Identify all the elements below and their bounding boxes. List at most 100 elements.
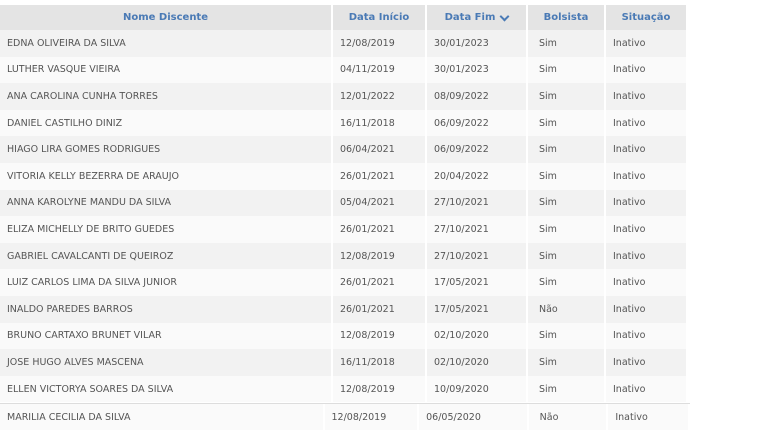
cell-data-fim: 30/01/2023 bbox=[427, 30, 528, 57]
cell-bolsista: Sim bbox=[528, 136, 606, 163]
header-label: Data Início bbox=[348, 12, 410, 23]
cell-nome: JOSE HUGO ALVES MASCENA bbox=[0, 349, 333, 376]
col-nome-discente[interactable]: Nome Discente bbox=[0, 5, 333, 30]
cell-text: Inativo bbox=[613, 330, 646, 342]
cell-nome: ELLEN VICTORYA SOARES DA SILVA bbox=[0, 375, 333, 403]
cell-text: 26/01/2021 bbox=[340, 223, 395, 235]
cell-text: ELLEN VICTORYA SOARES DA SILVA bbox=[7, 383, 174, 395]
cell-text: 30/01/2023 bbox=[434, 64, 489, 76]
cell-text: 12/01/2022 bbox=[340, 90, 395, 102]
cell-data-fim: 06/09/2022 bbox=[427, 109, 528, 137]
cell-text: HIAGO LIRA GOMES RODRIGUES bbox=[7, 144, 161, 156]
cell-situacao: Inativo bbox=[606, 136, 688, 163]
cell-text: 12/08/2019 bbox=[340, 383, 395, 395]
cell-situacao: Inativo bbox=[606, 375, 688, 403]
col-situacao[interactable]: Situação bbox=[606, 5, 688, 30]
cell-text: Sim bbox=[539, 117, 557, 129]
cell-bolsista: Sim bbox=[528, 216, 606, 243]
cell-data-fim: 30/01/2023 bbox=[427, 56, 528, 84]
cell-data-fim: 17/05/2021 bbox=[427, 269, 528, 296]
table-row: INALDO PAREDES BARROS 26/01/2021 17/05/202… bbox=[0, 295, 688, 323]
cell-text: Inativo bbox=[613, 277, 646, 289]
cell-text: 06/04/2021 bbox=[340, 144, 395, 156]
cell-text: 04/11/2019 bbox=[340, 64, 395, 76]
table-row: VITORIA KELLY BEZERRA DE ARAUJO 26/01/202… bbox=[0, 162, 688, 190]
cell-bolsista: Sim bbox=[528, 162, 606, 190]
cell-text: JOSE HUGO ALVES MASCENA bbox=[7, 356, 144, 368]
cell-nome: ANNA KAROLYNE MANDU DA SILVA bbox=[0, 189, 333, 217]
cell-data-inicio: 12/08/2019 bbox=[333, 242, 427, 270]
cell-text: 06/09/2022 bbox=[434, 144, 489, 156]
cell-text: 08/09/2022 bbox=[434, 90, 489, 102]
cell-bolsista: Não bbox=[528, 295, 606, 323]
cell-situacao: Inativo bbox=[606, 189, 688, 217]
cell-text: Inativo bbox=[613, 64, 646, 76]
cell-text: Sim bbox=[539, 144, 557, 156]
cell-text: 16/11/2018 bbox=[340, 117, 395, 129]
cell-text: 27/10/2021 bbox=[434, 250, 489, 262]
cell-text: LUIZ CARLOS LIMA DA SILVA JUNIOR bbox=[7, 277, 178, 289]
cell-text: Não bbox=[539, 303, 558, 315]
cell-data-inicio: 16/11/2018 bbox=[333, 349, 427, 376]
cell-text: 05/04/2021 bbox=[340, 197, 395, 209]
cell-text: ELIZA MICHELLY DE BRITO GUEDES bbox=[7, 223, 175, 235]
cell-bolsista: Sim bbox=[528, 189, 606, 217]
cell-nome: GABRIEL CAVALCANTI DE QUEIROZ bbox=[0, 242, 333, 270]
col-data-inicio[interactable]: Data Início bbox=[333, 5, 427, 30]
cell-bolsista: Sim bbox=[528, 83, 606, 110]
cell-text: Sim bbox=[539, 356, 557, 368]
cell-text: Sim bbox=[539, 250, 557, 262]
cell-text: 27/10/2021 bbox=[434, 223, 489, 235]
cell-situacao: Inativo bbox=[606, 216, 688, 243]
header-label: Nome Discente bbox=[123, 12, 208, 23]
table-row: ANA CAROLINA CUNHA TORRES 12/01/2022 08/09… bbox=[0, 83, 688, 110]
cell-text: Inativo bbox=[613, 223, 646, 235]
cell-text: Sim bbox=[539, 223, 557, 235]
cell-text: 20/04/2022 bbox=[434, 170, 489, 182]
cell-text: ANA CAROLINA CUNHA TORRES bbox=[7, 90, 158, 102]
cell-bolsista: Sim bbox=[528, 375, 606, 403]
cell-situacao: Inativo bbox=[606, 322, 688, 350]
cell-bolsista: Sim bbox=[528, 242, 606, 270]
cell-text: LUTHER VASQUE VIEIRA bbox=[7, 64, 121, 76]
cell-bolsista: Sim bbox=[528, 269, 606, 296]
cell-nome: MARILIA CECILIA DA SILVA bbox=[0, 404, 325, 430]
cell-situacao: Inativo bbox=[606, 269, 688, 296]
cell-text: EDNA OLIVEIRA DA SILVA bbox=[7, 37, 126, 49]
table-row: MARILIA CECILIA DA SILVA 12/08/2019 06/05/… bbox=[0, 403, 690, 430]
cell-text: 06/09/2022 bbox=[434, 117, 489, 129]
cell-data-inicio: 05/04/2021 bbox=[333, 189, 427, 217]
table-row: ANNA KAROLYNE MANDU DA SILVA 05/04/2021 27… bbox=[0, 189, 688, 217]
table-row: DANIEL CASTILHO DINIZ 16/11/2018 06/09/202… bbox=[0, 109, 688, 137]
cell-text: 02/10/2020 bbox=[434, 330, 489, 342]
table-row: HIAGO LIRA GOMES RODRIGUES 06/04/2021 06/0… bbox=[0, 136, 688, 163]
cell-data-inicio: 12/08/2019 bbox=[325, 404, 420, 430]
cell-text: 27/10/2021 bbox=[434, 197, 489, 209]
cell-situacao: Inativo bbox=[606, 349, 688, 376]
cell-situacao: Inativo bbox=[606, 162, 688, 190]
cell-nome: INALDO PAREDES BARROS bbox=[0, 295, 333, 323]
cell-text: Sim bbox=[539, 170, 557, 182]
cell-data-inicio: 26/01/2021 bbox=[333, 162, 427, 190]
cell-data-inicio: 26/01/2021 bbox=[333, 269, 427, 296]
cell-nome: ELIZA MICHELLY DE BRITO GUEDES bbox=[0, 216, 333, 243]
col-bolsista[interactable]: Bolsista bbox=[528, 5, 606, 30]
cell-text: Inativo bbox=[615, 411, 648, 423]
cell-text: 16/11/2018 bbox=[340, 356, 395, 368]
cell-text: 26/01/2021 bbox=[340, 170, 395, 182]
cell-text: 12/08/2019 bbox=[331, 411, 387, 423]
cell-text: VITORIA KELLY BEZERRA DE ARAUJO bbox=[7, 170, 180, 182]
cell-text: BRUNO CARTAXO BRUNET VILAR bbox=[7, 330, 162, 342]
col-data-fim[interactable]: Data Fim bbox=[427, 5, 528, 30]
table-row: ELIZA MICHELLY DE BRITO GUEDES 26/01/2021… bbox=[0, 216, 688, 243]
cell-situacao: Inativo bbox=[606, 83, 688, 110]
cell-data-fim: 10/09/2020 bbox=[427, 375, 528, 403]
cell-data-inicio: 12/08/2019 bbox=[333, 30, 427, 57]
cell-data-fim: 06/05/2020 bbox=[419, 404, 529, 430]
cell-text: 12/08/2019 bbox=[340, 37, 395, 49]
cell-nome: LUIZ CARLOS LIMA DA SILVA JUNIOR bbox=[0, 269, 333, 296]
table-row: EDNA OLIVEIRA DA SILVA 12/08/2019 30/01/20… bbox=[0, 30, 688, 57]
header-label: Data Fim bbox=[444, 12, 496, 23]
chevron-down-icon bbox=[499, 11, 510, 21]
cell-data-fim: 17/05/2021 bbox=[427, 295, 528, 323]
